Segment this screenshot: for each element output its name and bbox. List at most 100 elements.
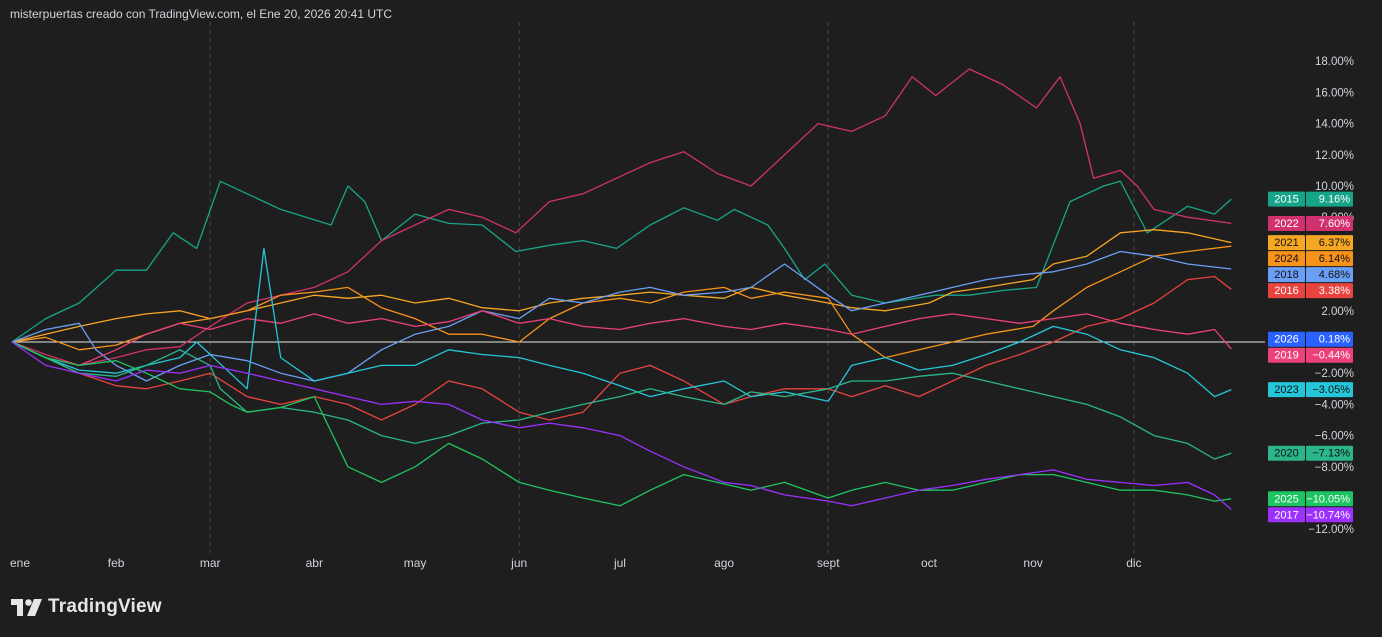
y-tick-label: −6.00% (1315, 431, 1354, 443)
legend-year-box (1268, 445, 1305, 461)
legend-value-label: 7.60% (1319, 218, 1350, 230)
legend-year-label: 2020 (1274, 448, 1298, 460)
legend-value-label: −7.13% (1312, 448, 1350, 460)
legend-year-box (1268, 331, 1305, 347)
y-tick-label: 14.00% (1315, 119, 1354, 131)
legend-year-box (1268, 491, 1305, 507)
y-tick-label: −4.00% (1315, 399, 1354, 411)
legend-value-box (1306, 215, 1353, 231)
legend-badge-2022: 2022 7.60% (1268, 215, 1353, 231)
legend-value-box (1306, 251, 1353, 267)
y-tick-label: 18.00% (1315, 56, 1354, 68)
legend-badge-2025: 2025 −10.05% (1268, 491, 1353, 507)
y-tick-label: 2.00% (1321, 306, 1354, 318)
legend-year-label: 2018 (1274, 269, 1298, 281)
x-tick-label: oct (921, 556, 938, 570)
legend-badges: 2015 9.16% 2022 7.60% 2021 6.37% 2024 6.14% 2018… (1268, 191, 1353, 523)
x-tick-label: jul (613, 556, 626, 570)
legend-badge-2026: 2026 0.18% (1268, 331, 1353, 347)
series-line-2018 (11, 250, 1232, 382)
legend-badge-2018: 2018 4.68% (1268, 267, 1353, 283)
x-tick-label: may (404, 556, 427, 570)
y-tick-label: 12.00% (1315, 150, 1354, 162)
legend-year-box (1268, 267, 1305, 283)
x-tick-label: ene (10, 556, 30, 570)
legend-year-label: 2024 (1274, 253, 1298, 265)
legend-year-box (1268, 235, 1305, 251)
series-layer (11, 68, 1232, 510)
tradingview-logo-icon (11, 598, 42, 616)
legend-value-box (1306, 331, 1353, 347)
legend-year-label: 2025 (1274, 493, 1298, 505)
y-tick-label: 10.00% (1315, 181, 1354, 193)
series-line-2020 (11, 341, 1232, 460)
legend-value-label: −10.74% (1306, 509, 1350, 521)
legend-value-box (1306, 491, 1353, 507)
legend-year-box (1268, 191, 1305, 207)
legend-badge-2016: 2016 3.38% (1268, 283, 1353, 299)
legend-value-box (1306, 382, 1353, 398)
chart-credit: misterpuertas creado con TradingView.com… (10, 7, 392, 21)
y-tick-label: 16.00% (1315, 87, 1354, 99)
x-tick-label: ago (714, 556, 734, 570)
legend-year-box (1268, 347, 1305, 363)
legend-year-label: 2019 (1274, 350, 1298, 362)
legend-value-box (1306, 347, 1353, 363)
legend-value-label: 9.16% (1319, 194, 1350, 206)
legend-year-box (1268, 382, 1305, 398)
legend-year-label: 2017 (1274, 509, 1298, 521)
legend-value-box (1306, 445, 1353, 461)
legend-badge-2020: 2020 −7.13% (1268, 445, 1353, 461)
legend-year-label: 2022 (1274, 218, 1298, 230)
series-line-2025 (11, 341, 1232, 507)
tradingview-logo-text: TradingView (48, 596, 162, 617)
legend-year-label: 2015 (1274, 194, 1298, 206)
series-line-2017 (11, 341, 1232, 510)
legend-year-box (1268, 215, 1305, 231)
y-tick-label: −12.00% (1308, 524, 1354, 536)
x-tick-label: dic (1126, 556, 1141, 570)
legend-value-box (1306, 191, 1353, 207)
grid-layer (209, 22, 1135, 553)
legend-year-label: 2016 (1274, 285, 1298, 297)
legend-year-label: 2026 (1274, 334, 1298, 346)
series-line-2023 (11, 247, 1232, 402)
legend-value-label: −0.44% (1312, 350, 1350, 362)
legend-value-box (1306, 507, 1353, 523)
legend-year-label: 2021 (1274, 237, 1298, 249)
legend-badge-2021: 2021 6.37% (1268, 235, 1353, 251)
legend-value-label: 6.37% (1319, 237, 1350, 249)
legend-year-box (1268, 507, 1305, 523)
legend-value-label: 3.38% (1319, 285, 1350, 297)
y-tick-label: −8.00% (1315, 462, 1354, 474)
legend-value-box (1306, 235, 1353, 251)
y-tick-label: −2.00% (1315, 368, 1354, 380)
x-tick-label: jun (510, 556, 527, 570)
legend-value-label: 4.68% (1319, 269, 1350, 281)
legend-badge-2017: 2017 −10.74% (1268, 507, 1353, 523)
series-line-2015 (11, 180, 1232, 343)
legend-year-label: 2023 (1274, 384, 1298, 396)
x-tick-label: feb (108, 556, 125, 570)
series-line-2019 (11, 310, 1232, 367)
legend-badge-2024: 2024 6.14% (1268, 251, 1353, 267)
x-tick-label: mar (200, 556, 221, 570)
x-axis: ene feb mar abr may jun jul ago sept oct nov dic (10, 556, 1142, 570)
legend-value-box (1306, 267, 1353, 283)
legend-value-label: 0.18% (1319, 334, 1350, 346)
legend-value-box (1306, 283, 1353, 299)
x-tick-label: nov (1023, 556, 1042, 570)
legend-badge-2015: 2015 9.16% (1268, 191, 1353, 207)
x-tick-label: abr (306, 556, 323, 570)
y-axis: 18.00%16.00%14.00%12.00%10.00%8.00%2.00%… (1308, 56, 1354, 536)
legend-value-label: −3.05% (1312, 384, 1350, 396)
legend-value-label: −10.05% (1306, 493, 1350, 505)
series-line-2016 (11, 275, 1232, 421)
legend-value-label: 6.14% (1319, 253, 1350, 265)
tradingview-logo[interactable]: TradingView (11, 596, 162, 618)
x-tick-label: sept (817, 556, 840, 570)
series-line-2024 (11, 245, 1232, 359)
legend-badge-2023: 2023 −3.05% (1268, 382, 1353, 398)
legend-year-box (1268, 251, 1305, 267)
